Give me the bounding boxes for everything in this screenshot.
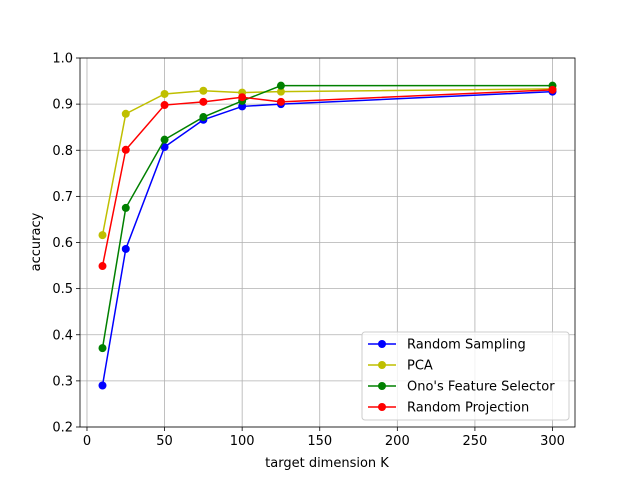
data-point [121, 109, 130, 118]
y-tick-label: 0.2 [52, 421, 73, 436]
data-point [121, 203, 130, 212]
legend-marker [378, 361, 386, 369]
data-point [160, 89, 169, 98]
axes-frame [79, 57, 576, 428]
legend-label: Random Projection [407, 401, 529, 416]
y-tick-label: 0.7 [52, 190, 73, 205]
x-tick-label: 250 [462, 434, 487, 449]
data-point [276, 97, 285, 106]
x-tick-label: 300 [540, 434, 565, 449]
data-point [121, 145, 130, 154]
data-point [160, 135, 169, 144]
x-tick-label: 100 [230, 434, 255, 449]
legend-label: Ono's Feature Selector [407, 380, 555, 395]
data-point [548, 85, 557, 94]
y-tick-label: 0.8 [52, 144, 73, 159]
y-axis-label: accuracy [29, 212, 44, 271]
y-tick-label: 0.6 [52, 236, 73, 251]
x-axis-label: target dimension K [265, 456, 389, 471]
data-point [199, 97, 208, 106]
x-tick-label: 50 [156, 434, 173, 449]
data-point [121, 244, 130, 253]
y-tick-label: 0.4 [52, 328, 73, 343]
data-point [238, 102, 247, 111]
y-tick-label: 0.3 [52, 374, 73, 389]
x-tick-label: 0 [83, 434, 91, 449]
data-point [160, 101, 169, 110]
y-tick-label: 0.9 [52, 98, 73, 113]
data-point [238, 93, 247, 102]
data-point [276, 87, 285, 96]
x-tick-label: 200 [385, 434, 410, 449]
legend-marker [378, 340, 386, 348]
legend-label: PCA [407, 359, 433, 374]
data-point [98, 262, 107, 271]
data-point [199, 86, 208, 95]
legend-box [361, 331, 570, 421]
y-tick-label: 0.5 [52, 282, 73, 297]
data-point [98, 381, 107, 390]
data-point [160, 143, 169, 152]
legend-label: Random Sampling [407, 338, 526, 353]
x-tick-label: 150 [307, 434, 332, 449]
data-point [199, 113, 208, 122]
data-point [98, 344, 107, 353]
legend-marker [378, 382, 386, 390]
data-point [276, 81, 285, 90]
y-tick-label: 1.0 [52, 52, 73, 67]
data-point [98, 231, 107, 240]
legend-marker [378, 403, 386, 411]
